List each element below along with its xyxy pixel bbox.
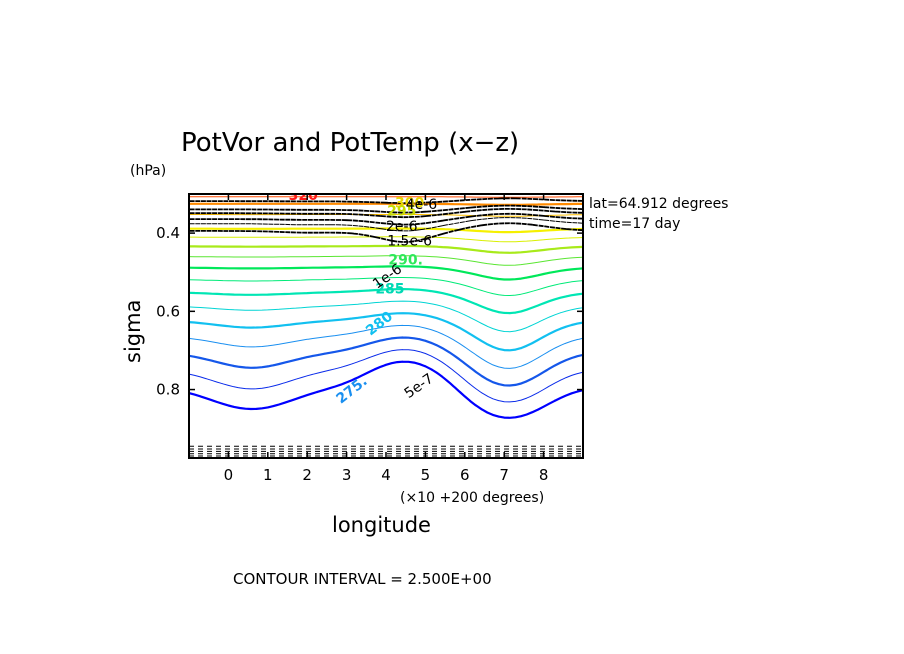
pv-contour [189,222,583,243]
temperature-contour-label: 295 [387,204,416,220]
x-axis-label: longitude [332,513,431,537]
x-tick-label: 1 [263,466,273,484]
temperature-contour [189,336,583,387]
x-tick-label: 0 [224,466,234,484]
pv-contour [189,212,583,226]
info-line-time: time=17 day [589,216,680,232]
chart-title: PotVor and PotTemp (x−z) [181,128,519,158]
y-unit-note: (hPa) [130,163,166,179]
plot-area: 320 300295290.285280275.4e-62e-61.5e-61e-… [156,188,584,484]
x-tick-label: 8 [539,466,549,484]
temperature-contour-label: 290. [388,252,423,268]
temperature-contour [189,300,583,333]
x-tick-label: 4 [381,466,391,484]
temperature-contour-label: 285 [375,282,404,298]
y-tick-label: 0.4 [156,224,180,242]
temperature-contour [189,265,583,281]
temperature-contour [189,312,583,352]
temperature-contour [189,324,583,369]
temperature-contour-label: 300 [395,196,424,212]
info-line-lat: lat=64.912 degrees [589,196,728,212]
temperature-contour [189,227,583,234]
pv-contour-label: 4e-6 [406,197,438,213]
x-tick-label: 7 [499,466,509,484]
pv-contour-label: 2e-6 [386,219,418,235]
y-ticks: 0.4 0.6 0.8 [156,224,583,399]
temperature-contour [189,349,583,403]
temperature-contour-label: 320 [289,188,318,204]
temperature-contour [189,277,583,296]
y-tick-label: 0.6 [156,302,180,320]
pv-contour [189,204,583,214]
temperature-contour [189,360,583,419]
x-tick-label: 3 [342,466,352,484]
x-ticks: 0 1 2 3 4 5 6 7 8 [224,194,549,484]
x-tick-label: 6 [460,466,470,484]
temperature-contour [189,202,583,206]
temperature-contour [189,244,583,254]
x-tick-label: 2 [302,466,312,484]
pv-contour [189,197,583,204]
pv-contour [189,208,583,219]
pv-contour [189,217,583,232]
contour-interval-footer: CONTOUR INTERVAL = 2.500E+00 [233,570,492,588]
temperature-contour [189,255,583,266]
y-axis-label: sigma [121,300,145,363]
y-tick-label: 0.8 [156,381,180,399]
temperature-contour [189,288,583,315]
pv-contours [189,197,583,457]
x-unit-note: (×10 +200 degrees) [400,490,544,506]
pv-contour-label: 1.5e-6 [387,234,432,250]
x-tick-label: 5 [421,466,431,484]
